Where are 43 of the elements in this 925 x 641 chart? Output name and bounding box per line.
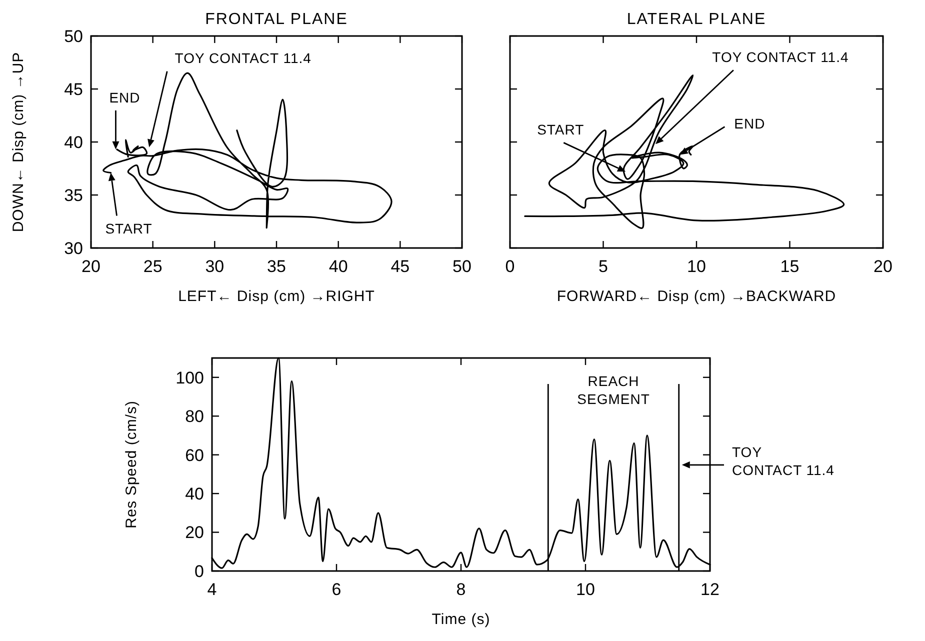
annotation: START	[105, 220, 152, 237]
annotation: TOY CONTACT 11.4	[712, 49, 849, 66]
x-tick-label: 12	[700, 580, 720, 599]
y-tick-label: 0	[194, 562, 204, 581]
y-axis-title: DOWN← Disp (cm) →UP	[10, 52, 27, 232]
x-tick-label: 20	[82, 257, 100, 276]
x-tick-label: 40	[328, 257, 348, 276]
y-tick-label: 40	[64, 132, 83, 152]
chart-title: LATERAL PLANE	[626, 11, 766, 28]
x-tick-label: 6	[332, 580, 342, 599]
x-tick-label: 10	[687, 257, 706, 276]
y-tick-label: 20	[185, 523, 204, 542]
annotation: TOY CONTACT 11.4	[174, 50, 312, 66]
x-axis-title: LEFT← Disp (cm) →RIGHT	[178, 288, 375, 305]
y-tick-label: 100	[176, 368, 204, 388]
annotation: END	[734, 116, 766, 132]
y-tick-label: 40	[185, 484, 204, 504]
y-tick-label: 50	[64, 26, 83, 46]
chart-title: FRONTAL PLANE	[205, 11, 348, 28]
x-tick-label: 45	[390, 257, 410, 276]
y-tick-label: 35	[64, 186, 83, 205]
x-axis-title: FORWARD← Disp (cm) →BACKWARD	[556, 288, 836, 305]
x-axis-title: Time (s)	[432, 611, 490, 628]
x-tick-label: 4	[207, 580, 217, 599]
ref-line-label: TOY CONTACT 11.4	[732, 444, 834, 478]
annotation: START	[537, 122, 584, 138]
annotation: REACH SEGMENT	[577, 373, 650, 408]
x-tick-label: 25	[143, 257, 162, 276]
annotation: END	[109, 89, 140, 106]
x-tick-label: 0	[505, 257, 515, 276]
y-axis-title: Res Speed (cm/s)	[123, 400, 140, 529]
x-tick-label: 20	[874, 257, 892, 276]
x-tick-label: 8	[456, 580, 466, 599]
x-tick-label: 15	[780, 257, 800, 276]
x-tick-label: 50	[452, 257, 472, 276]
y-tick-label: 45	[64, 80, 83, 99]
x-tick-label: 10	[576, 580, 595, 599]
x-tick-label: 5	[598, 257, 608, 276]
x-tick-label: 30	[205, 257, 224, 276]
y-tick-label: 60	[185, 446, 204, 465]
y-tick-label: 80	[185, 407, 204, 426]
y-tick-label: 30	[64, 238, 83, 258]
x-tick-label: 35	[267, 257, 286, 276]
